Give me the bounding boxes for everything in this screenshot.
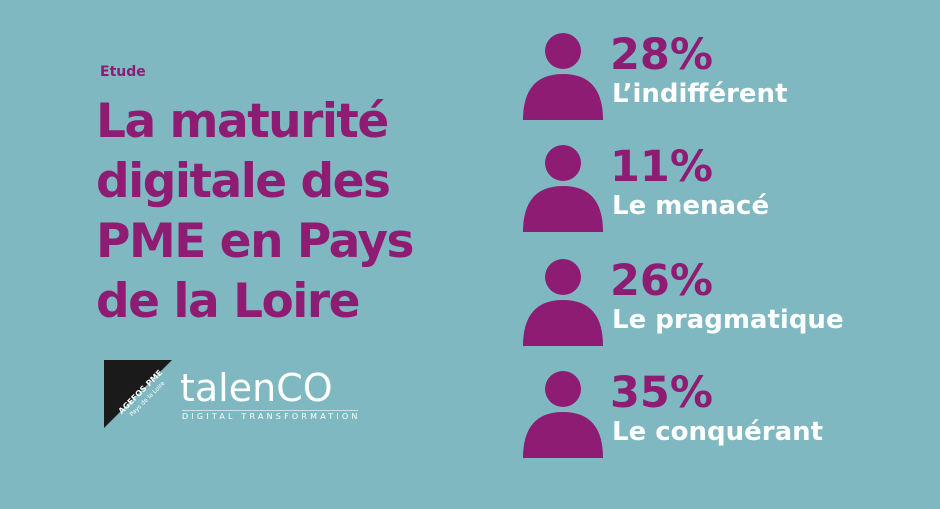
profile-label: Le menacé	[612, 191, 770, 221]
profile-percent: 26%	[610, 256, 713, 306]
profile-stat-conquerant: 35% Le conquérant	[518, 366, 918, 466]
profile-stat-pragmatique: 26% Le pragmatique	[518, 254, 918, 354]
person-icon	[523, 259, 603, 346]
person-icon	[523, 371, 603, 458]
profile-stat-indifferent: 28% L’indifférent	[518, 28, 918, 128]
profile-label: L’indifférent	[612, 79, 788, 109]
profile-label: Le conquérant	[612, 417, 824, 447]
talenco-logo-tagline: DIGITAL TRANSFORMATION	[182, 410, 361, 421]
person-icon	[523, 33, 603, 120]
profile-percent: 11%	[610, 142, 713, 192]
agefos-logo: AGEFOS PME Pays de la Loire	[104, 360, 172, 428]
profile-stat-menace: 11% Le menacé	[518, 140, 918, 240]
talenco-logo-name: talenCO	[180, 366, 333, 410]
person-icon	[523, 145, 603, 232]
profile-label: Le pragmatique	[612, 305, 844, 335]
profile-percent: 28%	[610, 30, 713, 80]
profile-percent: 35%	[610, 368, 713, 418]
partner-logos: AGEFOS PME Pays de la Loire talenCO DIGI…	[104, 360, 364, 430]
page-title: La maturité digitale des PME en Pays de …	[96, 94, 414, 329]
eyebrow-label: Etude	[100, 64, 146, 80]
